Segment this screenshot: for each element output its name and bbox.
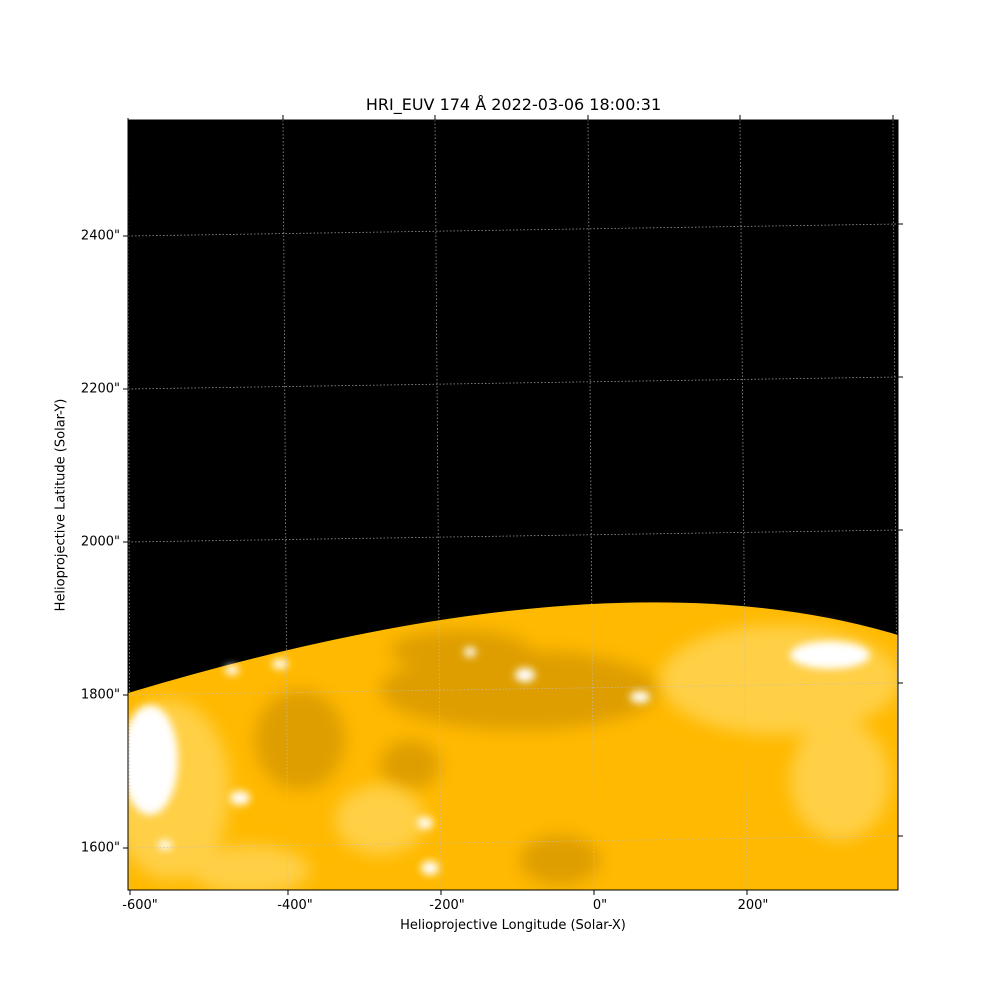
- y-tick-label: 2200": [81, 382, 120, 397]
- x-tick-label: -400": [277, 898, 312, 913]
- dark-region: [380, 740, 440, 790]
- x-axis-label: Helioprojective Longitude (Solar-X): [128, 918, 898, 933]
- y-tick-label: 2000": [81, 535, 120, 550]
- dark-region: [520, 835, 600, 885]
- bright-region: [790, 641, 870, 669]
- bright-region: [122, 705, 178, 815]
- light-region: [660, 625, 900, 735]
- light-region: [790, 720, 890, 840]
- bright-region: [515, 668, 535, 682]
- dark-region: [255, 690, 345, 790]
- y-tick-label: 2400": [81, 229, 120, 244]
- bright-region: [630, 691, 650, 703]
- bright-region: [230, 791, 250, 805]
- bright-region: [225, 665, 239, 675]
- x-tick-label: 200": [738, 898, 769, 913]
- x-tick-label: -200": [429, 898, 464, 913]
- light-region: [190, 845, 310, 895]
- bright-region: [158, 840, 172, 850]
- x-tick-label: -600": [122, 898, 157, 913]
- bright-region: [464, 647, 476, 657]
- dark-region: [390, 630, 530, 670]
- y-tick-label: 1600": [81, 841, 120, 856]
- bright-region: [272, 659, 288, 669]
- x-tick-label: 0": [593, 898, 607, 913]
- y-tick-label: 1800": [81, 688, 120, 703]
- y-axis-label: Helioprojective Latitude (Solar-Y): [54, 399, 69, 612]
- bright-region: [417, 817, 433, 829]
- bright-region: [421, 861, 439, 875]
